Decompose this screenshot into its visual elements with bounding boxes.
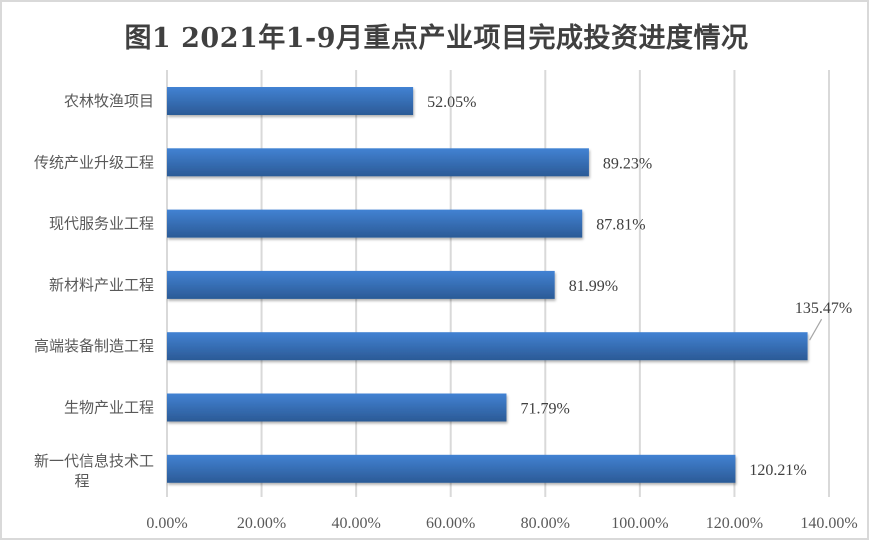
bar <box>167 209 583 238</box>
data-label-leader-line <box>809 318 823 341</box>
category-label: 新材料产业工程 <box>49 276 154 294</box>
x-tick-label: 140.00% <box>800 515 857 532</box>
x-tick-label: 20.00% <box>237 515 286 532</box>
data-label: 81.99% <box>569 278 618 295</box>
x-tick-label: 120.00% <box>706 515 763 532</box>
data-label: 135.47% <box>795 300 852 317</box>
bar <box>167 87 414 115</box>
category-label: 现代服务业工程 <box>49 215 154 233</box>
x-tick-label: 80.00% <box>521 515 570 532</box>
data-label: 120.21% <box>749 462 806 479</box>
category-label: 农林牧渔项目 <box>64 92 154 110</box>
x-tick-label: 40.00% <box>331 515 380 532</box>
data-label: 89.23% <box>603 155 652 172</box>
data-label: 87.81% <box>596 217 645 234</box>
data-label: 52.05% <box>427 94 476 111</box>
bar <box>167 148 589 177</box>
category-label: 新一代信息技术工程 <box>34 452 154 490</box>
bar <box>167 454 736 483</box>
bar <box>167 270 555 299</box>
category-label: 生物产业工程 <box>64 399 154 417</box>
bar <box>167 332 808 361</box>
x-tick-label: 60.00% <box>426 515 475 532</box>
x-tick-label: 100.00% <box>611 515 668 532</box>
category-label: 高端装备制造工程 <box>34 337 154 355</box>
bar <box>167 393 507 422</box>
x-tick-label: 0.00% <box>146 515 187 532</box>
data-label: 71.79% <box>520 401 569 418</box>
chart-title: 图1 2021年1-9月重点产业项目完成投资进度情况 <box>124 23 749 54</box>
category-label: 传统产业升级工程 <box>34 153 154 171</box>
